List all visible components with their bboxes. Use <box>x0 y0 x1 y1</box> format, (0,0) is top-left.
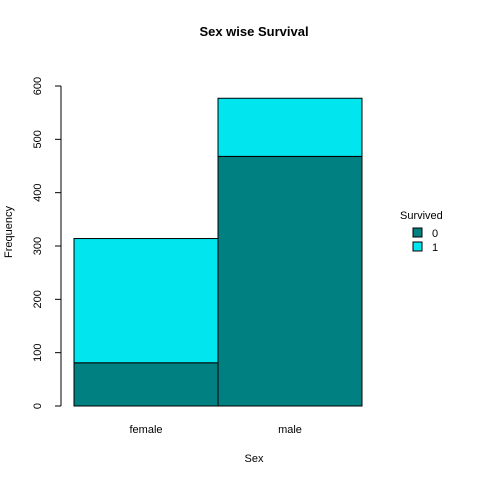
bar-segment-male-survived-1 <box>217 97 363 157</box>
y-tick-label: 100 <box>32 343 44 361</box>
y-tick-label: 400 <box>32 183 44 201</box>
bar-segment-female-survived-0 <box>73 362 219 407</box>
x-axis-title: Sex <box>245 453 264 465</box>
y-axis-title: Frequency <box>3 206 15 258</box>
chart-title: Sex wise Survival <box>199 24 308 39</box>
legend-swatch-0 <box>412 227 423 238</box>
y-axis: 0 100 200 300 400 500 600 <box>32 77 62 409</box>
y-tick-label: 300 <box>32 237 44 255</box>
legend-swatch-1 <box>412 241 423 252</box>
x-tick-label-male: male <box>278 424 302 436</box>
bar-segment-female-survived-1 <box>73 238 219 364</box>
y-tick-label: 600 <box>32 77 44 95</box>
legend-label-0: 0 <box>432 228 438 240</box>
legend-title: Survived <box>400 210 443 222</box>
x-tick-label-female: female <box>129 424 162 436</box>
legend: Survived 0 1 <box>400 210 443 254</box>
x-axis: female male <box>129 424 301 436</box>
bar-segment-male-survived-0 <box>217 155 363 407</box>
y-tick-label: 0 <box>32 403 44 409</box>
y-tick-label: 500 <box>32 130 44 148</box>
plot-area <box>73 97 363 407</box>
legend-label-1: 1 <box>432 242 438 254</box>
y-tick-label: 200 <box>32 290 44 308</box>
